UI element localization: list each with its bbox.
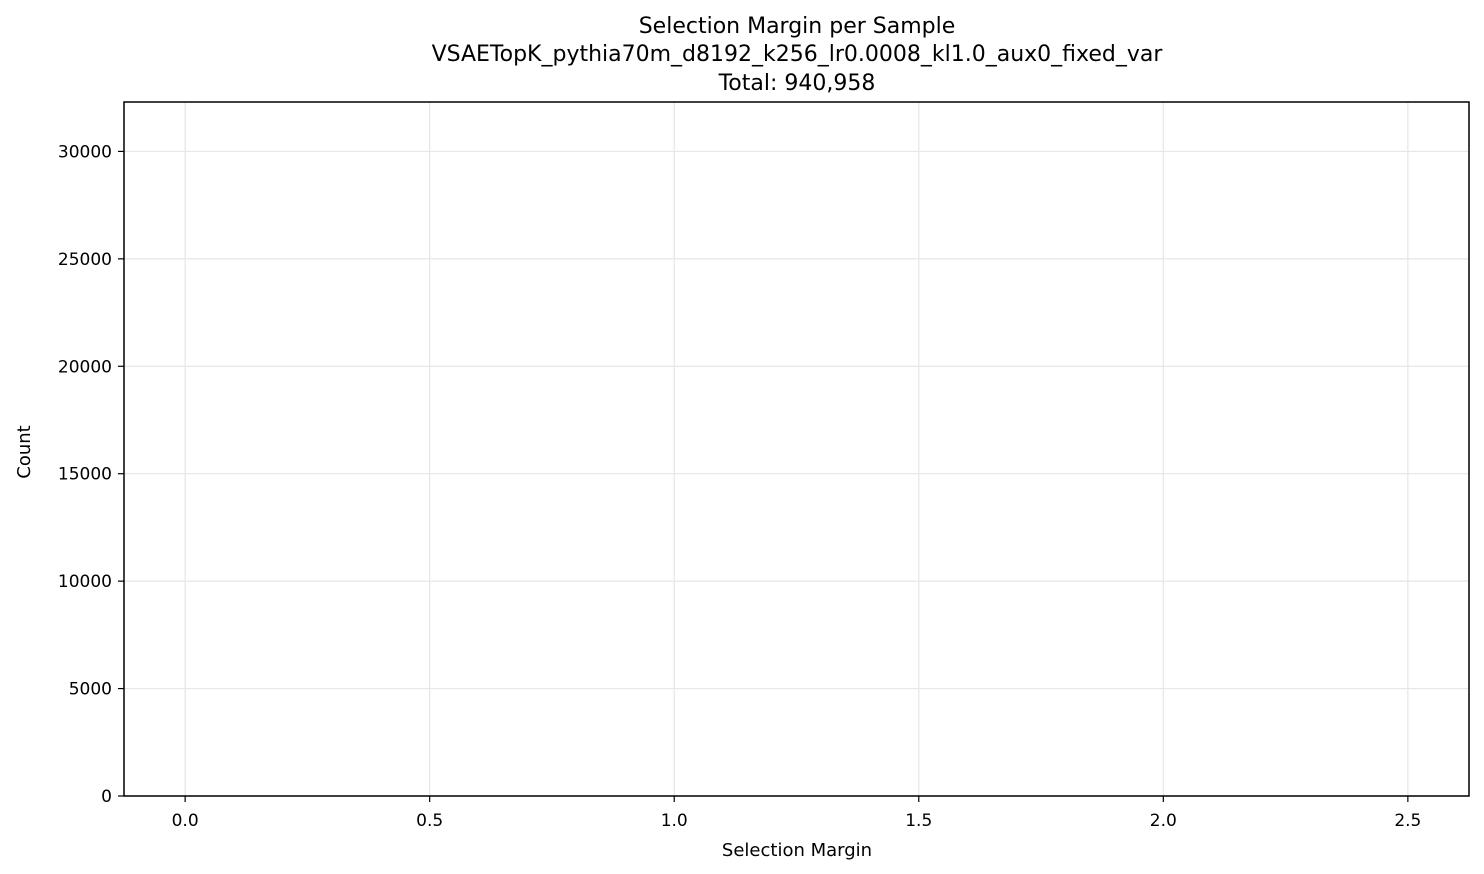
y-tick-label-0: 0 xyxy=(101,787,112,807)
chart-title: Selection Margin per Sample VSAETopK_pyt… xyxy=(432,14,1164,96)
x-tick-label-3: 1.5 xyxy=(905,811,932,831)
x-tick-label-1: 0.5 xyxy=(416,811,443,831)
x-tick-label-5: 2.5 xyxy=(1394,811,1421,831)
y-tick-label-3: 15000 xyxy=(58,465,112,485)
x-tick-label-2: 1.0 xyxy=(661,811,688,831)
y-axis-label: Count xyxy=(14,425,35,478)
y-tick-label-2: 10000 xyxy=(58,572,112,592)
x-axis-label: Selection Margin xyxy=(722,840,872,861)
y-axis-ticks: 0 5000 10000 15000 20000 25000 30000 xyxy=(58,142,124,807)
y-tick-label-1: 5000 xyxy=(69,680,112,700)
chart-title-line-3: Total: 940,958 xyxy=(718,71,876,96)
grid-lines xyxy=(124,102,1469,797)
plot-frame xyxy=(123,101,1470,797)
chart-title-line-2: VSAETopK_pythia70m_d8192_k256_lr0.0008_k… xyxy=(432,42,1164,67)
x-tick-label-4: 2.0 xyxy=(1150,811,1177,831)
chart-title-line-1: Selection Margin per Sample xyxy=(639,14,956,39)
y-tick-label-5: 25000 xyxy=(58,250,112,270)
y-tick-label-4: 20000 xyxy=(58,357,112,377)
x-tick-label-0: 0.0 xyxy=(172,811,199,831)
x-axis-ticks: 0.0 0.5 1.0 1.5 2.0 2.5 xyxy=(172,796,1421,831)
y-tick-label-6: 30000 xyxy=(58,142,112,162)
